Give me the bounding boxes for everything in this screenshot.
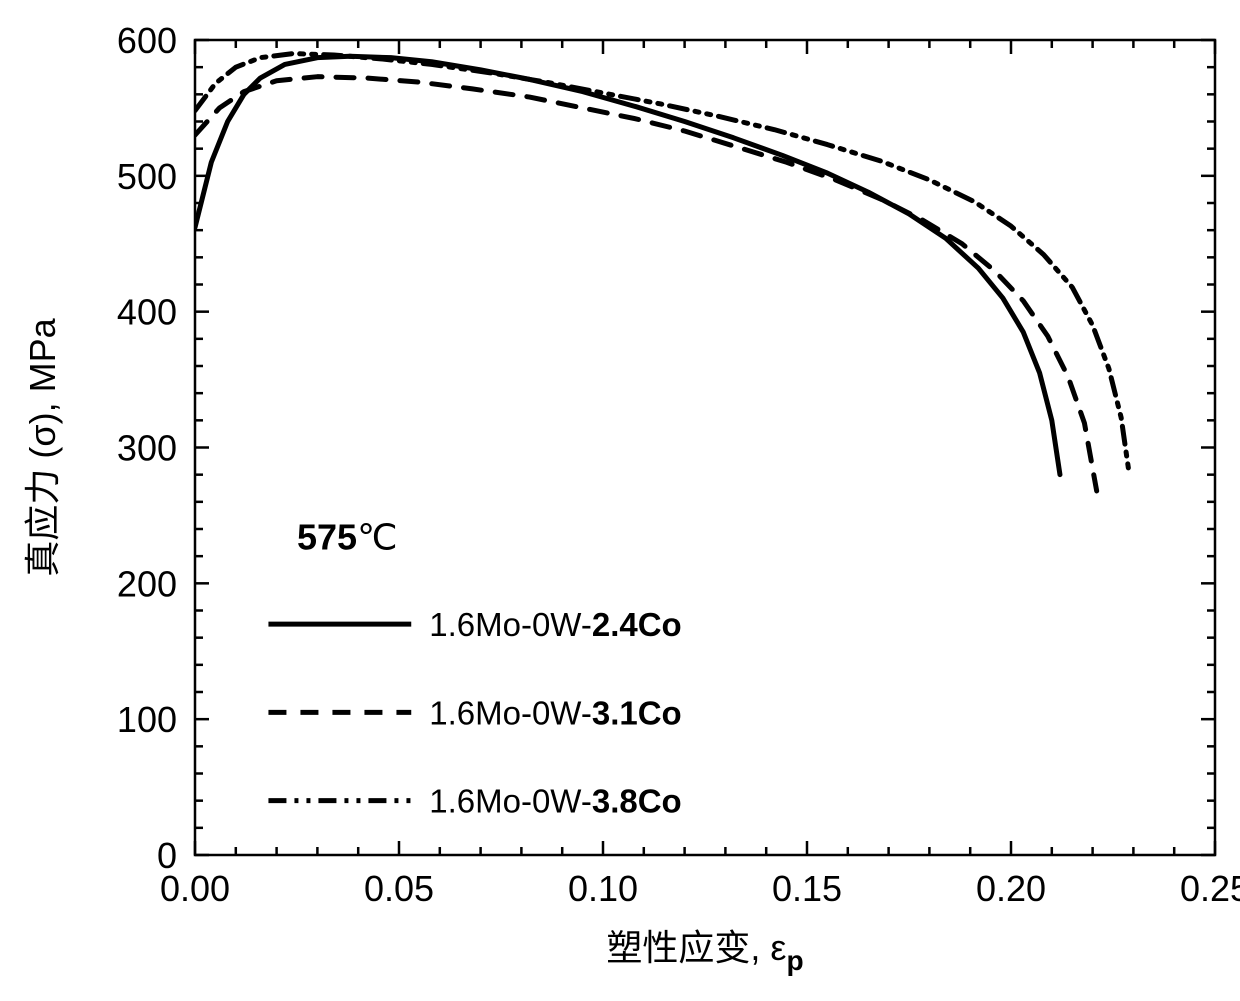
stress-strain-chart: 0.000.050.100.150.200.250100200300400500… bbox=[0, 0, 1240, 1001]
chart-svg: 0.000.050.100.150.200.250100200300400500… bbox=[0, 0, 1240, 1001]
x-tick-label: 0.15 bbox=[772, 868, 842, 909]
y-axis-label: 真应力 (σ), MPa bbox=[22, 317, 63, 576]
y-tick-label: 100 bbox=[117, 699, 177, 740]
legend-label-s1: 1.6Mo-0W-2.4Co bbox=[429, 606, 681, 643]
y-tick-label: 600 bbox=[117, 20, 177, 61]
x-tick-label: 0.10 bbox=[568, 868, 638, 909]
y-tick-label: 500 bbox=[117, 156, 177, 197]
x-tick-label: 0.25 bbox=[1180, 868, 1240, 909]
temperature-annotation: 575℃ bbox=[297, 516, 398, 557]
y-tick-label: 400 bbox=[117, 292, 177, 333]
y-tick-label: 0 bbox=[157, 835, 177, 876]
y-tick-label: 300 bbox=[117, 428, 177, 469]
legend-label-s2: 1.6Mo-0W-3.1Co bbox=[429, 694, 681, 731]
x-tick-label: 0.05 bbox=[364, 868, 434, 909]
x-tick-label: 0.20 bbox=[976, 868, 1046, 909]
y-tick-label: 200 bbox=[117, 563, 177, 604]
legend-label-s3: 1.6Mo-0W-3.8Co bbox=[429, 783, 681, 820]
